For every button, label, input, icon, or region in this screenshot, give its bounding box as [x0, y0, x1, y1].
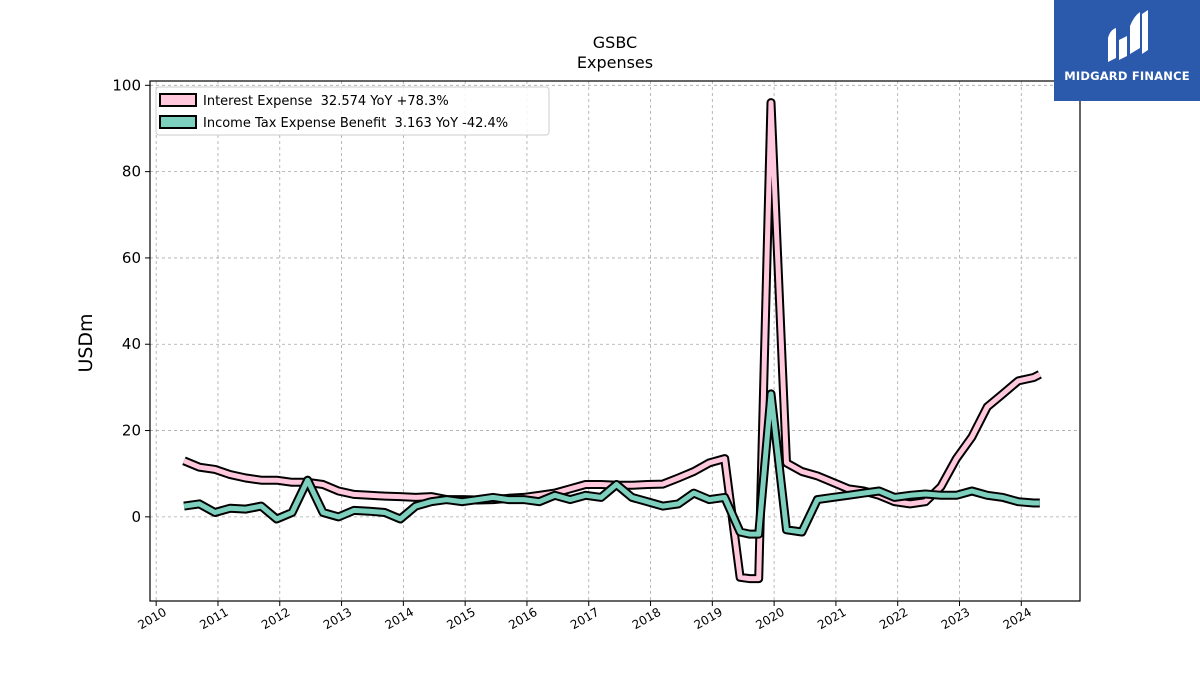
brand-logo: MIDGARD FINANCE	[1054, 0, 1200, 101]
series-layer	[182, 98, 1042, 584]
legend-swatch-interest-expense	[159, 93, 197, 107]
x-tick-label: 2013	[321, 605, 354, 632]
legend-swatch-income-tax	[159, 115, 197, 129]
y-tick-label: 100	[112, 76, 141, 94]
x-tick-label: 2012	[259, 605, 292, 632]
x-tick-label: 2014	[383, 605, 416, 632]
x-tick-label: 2017	[568, 605, 601, 632]
series-outline-1	[183, 389, 1040, 539]
x-tick-label: 2023	[939, 605, 972, 632]
logo-wordmark: MIDGARD FINANCE	[1064, 69, 1190, 83]
series-outline-0	[182, 98, 1042, 584]
x-tick-label: 2015	[444, 605, 477, 632]
x-tick-label: 2024	[1001, 605, 1034, 632]
y-tick-label: 40	[122, 335, 141, 353]
y-axis-label: USDm	[75, 313, 97, 372]
plot-frame	[149, 80, 1081, 602]
x-tick-label: 2018	[630, 605, 663, 632]
chart-title: GSBC	[593, 33, 637, 52]
x-tick-label: 2019	[692, 605, 725, 632]
axis-ticks: 0 20 40 60 80 100 2010 2011 2012 2013 2014 2015 2016…	[112, 76, 1034, 632]
legend: Interest Expense 32.574 YoY +78.3% Incom…	[155, 86, 550, 136]
chart-subtitle: Expenses	[577, 53, 653, 72]
x-tick-label: 2010	[135, 605, 168, 632]
series-line-1	[183, 391, 1040, 537]
legend-label-income-tax: Income Tax Expense Benefit 3.163 YoY -42…	[203, 116, 508, 131]
y-tick-label: 80	[122, 163, 141, 181]
x-tick-label: 2016	[506, 605, 539, 632]
grid	[150, 81, 1080, 601]
legend-label-interest-expense: Interest Expense 32.574 YoY +78.3%	[203, 94, 449, 109]
x-tick-label: 2022	[877, 605, 910, 632]
y-tick-label: 60	[122, 249, 141, 267]
x-tick-label: 2020	[753, 605, 786, 632]
x-tick-label: 2021	[815, 605, 848, 632]
y-tick-label: 20	[122, 422, 141, 440]
logo-mark-icon	[1108, 10, 1148, 62]
legend-box	[155, 86, 550, 136]
x-tick-label: 2011	[197, 605, 230, 632]
y-tick-label: 0	[131, 508, 141, 526]
